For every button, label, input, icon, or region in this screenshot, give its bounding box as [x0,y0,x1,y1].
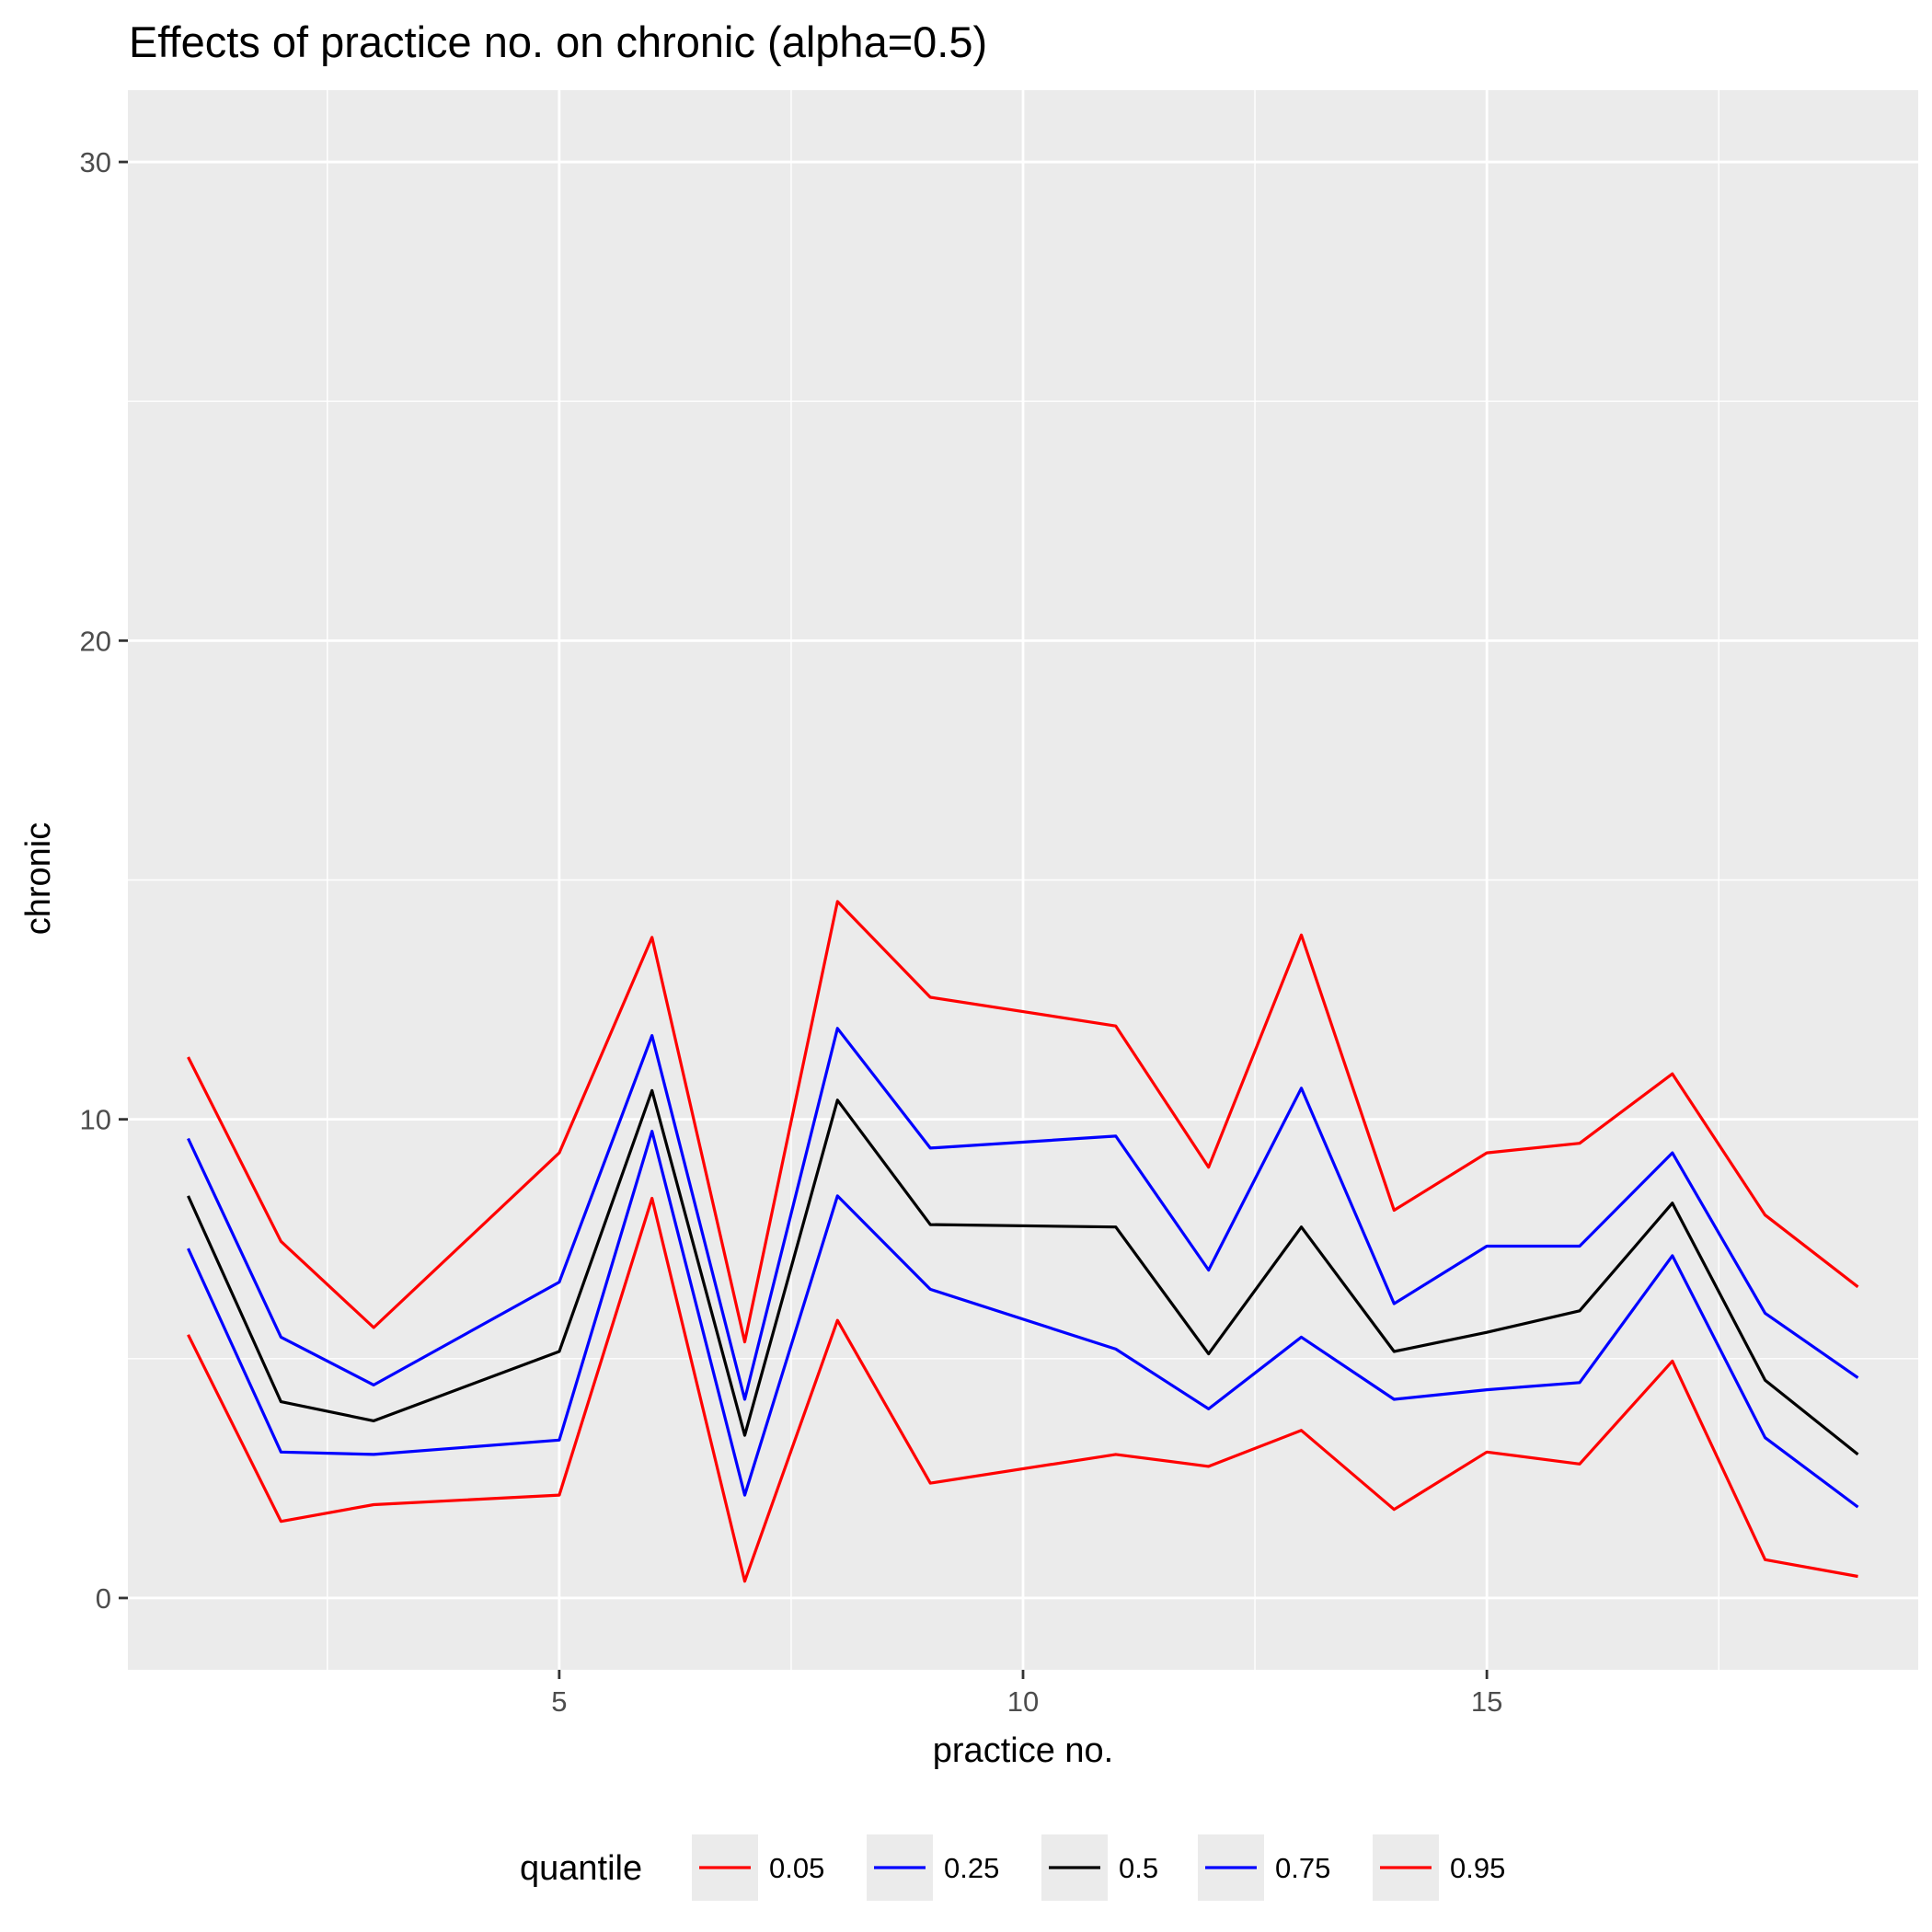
series-line-0-95 [187,900,1859,1344]
x-tick-label: 10 [1007,1685,1039,1718]
x-axis-title: practice no. [933,1731,1113,1770]
legend-item: 0.95 [1373,1834,1505,1901]
grid-layer [128,90,1918,1670]
legend-item: 0.5 [1041,1834,1158,1901]
series-line-0-5 [187,1088,1859,1456]
legend-label: 0.95 [1450,1852,1505,1884]
series-layer [187,900,1859,1583]
y-tick-label: 30 [80,146,111,178]
legend-label: 0.5 [1119,1852,1158,1884]
y-tick-label: 0 [96,1582,111,1615]
series-line-0-75 [187,1027,1859,1401]
legend-items: 0.05 0.25 0.5 0.75 0.95 [692,1834,1505,1901]
legend-label: 0.05 [769,1852,824,1884]
axis-layer: 5 10 15 0 10 20 30 [80,146,1503,1718]
series-line-0-25 [187,1130,1859,1509]
legend-item: 0.05 [692,1834,824,1901]
y-axis-title: chronic [19,822,58,936]
y-tick-label: 10 [80,1104,111,1136]
y-tick-label: 20 [80,625,111,657]
x-tick-label: 5 [551,1685,567,1718]
x-tick-label: 15 [1471,1685,1502,1718]
chart-title: Effects of practice no. on chronic (alph… [129,17,987,66]
series-line-0-05 [187,1196,1858,1583]
legend-label: 0.75 [1275,1852,1330,1884]
legend-label: 0.25 [944,1852,999,1884]
legend: quantile 0.05 0.25 0.5 0.75 0.95 [520,1834,1505,1901]
legend-item: 0.25 [867,1834,999,1901]
legend-item: 0.75 [1198,1834,1330,1901]
legend-title: quantile [520,1849,642,1888]
